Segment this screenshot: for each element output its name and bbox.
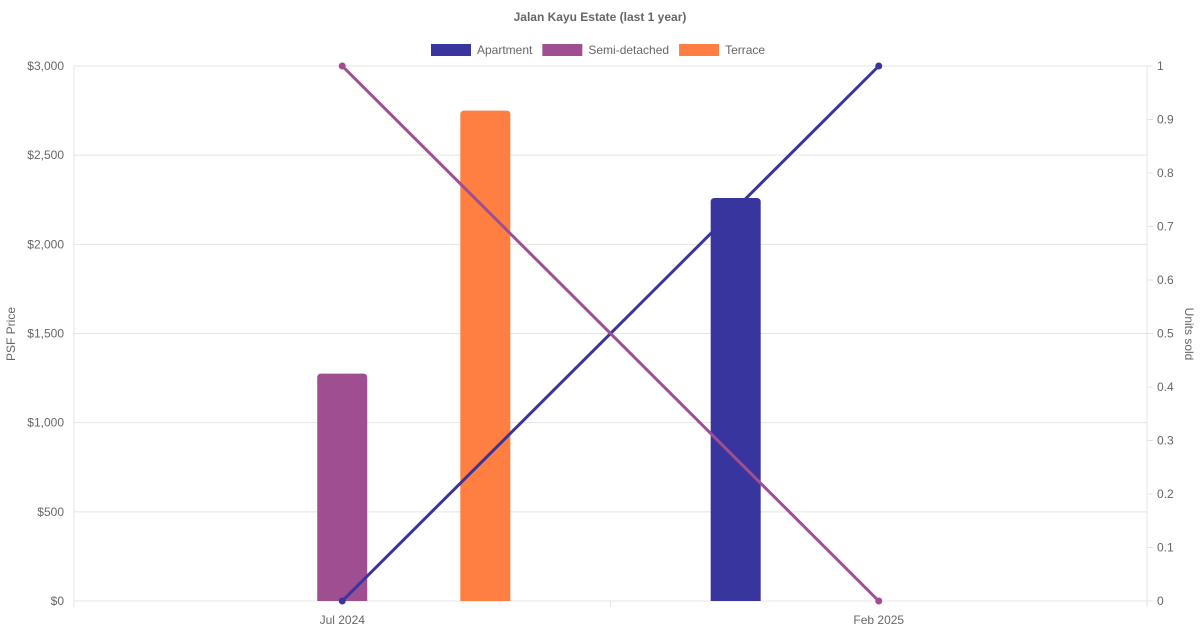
chart-title: Jalan Kayu Estate (last 1 year) (514, 10, 687, 24)
y2-tick-label: 0.2 (1157, 487, 1174, 501)
y2-tick-label: 1 (1157, 59, 1164, 73)
legend-label: Terrace (725, 43, 765, 57)
y2-tick-label: 0.3 (1157, 434, 1174, 448)
legend-item-semi-detached[interactable]: Semi-detached (542, 43, 669, 57)
legend-item-terrace[interactable]: Terrace (679, 43, 765, 57)
legend-swatch (542, 44, 583, 56)
legend-item-apartment[interactable]: Apartment (431, 43, 533, 57)
y-tick-label: $0 (51, 594, 65, 608)
legend-swatch (431, 44, 471, 56)
y2-tick-label: 0.7 (1157, 220, 1174, 234)
bars (317, 110, 761, 601)
bar-terrace (460, 110, 511, 601)
y2-tick-label: 0.5 (1157, 327, 1174, 341)
y2-tick-label: 0.4 (1157, 380, 1174, 394)
y-tick-label: $2,500 (27, 148, 64, 162)
y2-tick-label: 0.9 (1157, 113, 1174, 127)
y2-tick-label: 0 (1157, 594, 1164, 608)
legend[interactable]: Apartment Semi-detached Terrace (431, 43, 765, 57)
x-tick-label: Jul 2024 (320, 613, 366, 627)
y-tick-label: $1,000 (27, 416, 64, 430)
legend-label: Semi-detached (588, 43, 669, 57)
y-tick-label: $500 (37, 505, 64, 519)
y2-tick-label: 0.1 (1157, 541, 1174, 555)
legend-label: Apartment (477, 43, 533, 57)
line-semi-detached (341, 64, 880, 603)
y2-tick-label: 0.8 (1157, 166, 1174, 180)
y-tick-label: $1,500 (27, 327, 64, 341)
bar-apartment (710, 197, 761, 601)
point-semi-detached (875, 597, 883, 605)
point-apartment (875, 62, 883, 70)
point-semi-detached (338, 62, 346, 70)
y2-axis-label: Units sold (1182, 308, 1196, 361)
legend-swatch (679, 44, 720, 56)
y-tick-label: $3,000 (27, 59, 64, 73)
y2-tick-label: 0.6 (1157, 273, 1174, 287)
y-tick-label: $2,000 (27, 237, 64, 251)
point-apartment (338, 597, 346, 605)
x-tick-label: Feb 2025 (853, 613, 904, 627)
axes: $0 $500 $1,000 $1,500 $2,000 $2,500 $3,000 0 0.1… (27, 59, 1174, 627)
y-axis-label: PSF Price (4, 307, 18, 361)
gridlines (73, 65, 1153, 607)
bar-semi-detached (317, 373, 368, 601)
lines (338, 62, 883, 605)
